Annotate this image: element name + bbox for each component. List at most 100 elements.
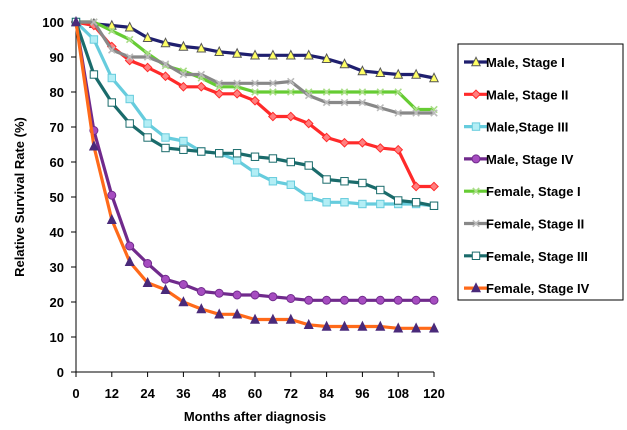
x-tick-label: 108 <box>387 386 409 401</box>
x-tick-label: 0 <box>72 386 79 401</box>
legend-label: Female, Stage III <box>486 249 588 264</box>
x-tick-label: 120 <box>423 386 445 401</box>
data-point <box>143 53 152 61</box>
y-tick-label: 90 <box>50 50 64 65</box>
data-point <box>196 287 206 296</box>
data-point <box>376 199 385 209</box>
data-point <box>249 49 261 60</box>
data-point <box>161 60 170 68</box>
legend-item: Female, Stage II <box>464 217 584 232</box>
x-tick-label: 72 <box>284 386 298 401</box>
data-point <box>357 65 368 76</box>
data-point <box>376 103 385 112</box>
data-point <box>269 88 277 96</box>
data-point <box>470 56 482 67</box>
data-point <box>106 213 117 224</box>
data-point <box>107 190 117 200</box>
data-point <box>429 181 439 192</box>
data-point <box>142 31 153 42</box>
data-point <box>125 241 135 251</box>
data-point <box>472 219 480 228</box>
data-point <box>429 201 439 210</box>
data-point <box>161 133 170 142</box>
legend-label: Female, Stage II <box>486 217 584 232</box>
legend-item: Male, Stage II <box>464 87 568 102</box>
data-point <box>394 88 402 96</box>
data-point <box>178 81 189 92</box>
x-tick-label: 84 <box>319 386 334 401</box>
series-line <box>71 17 439 210</box>
data-point <box>268 292 278 302</box>
data-point <box>285 313 296 324</box>
data-point <box>304 161 313 170</box>
x-axis-title: Months after diagnosis <box>184 409 326 424</box>
data-point <box>412 109 420 117</box>
data-point <box>142 276 153 287</box>
data-point <box>376 88 385 96</box>
data-point <box>376 185 385 195</box>
data-point <box>125 119 134 128</box>
legend-box <box>457 43 624 301</box>
data-point <box>471 122 481 131</box>
data-point <box>215 79 223 88</box>
legend-label: Male, Stage I <box>486 55 565 70</box>
data-point <box>142 62 153 73</box>
data-point <box>358 199 367 209</box>
data-point <box>196 81 207 92</box>
data-point <box>304 192 313 202</box>
data-point <box>322 98 331 107</box>
data-point <box>339 58 350 69</box>
data-point <box>125 35 134 44</box>
legend-label: Female, Stage I <box>486 184 581 199</box>
data-point <box>321 52 332 63</box>
y-tick-label: 20 <box>50 295 64 310</box>
data-point <box>267 49 278 60</box>
data-point <box>340 177 349 186</box>
data-point <box>179 145 188 154</box>
data-point <box>339 137 350 148</box>
data-point <box>215 149 224 158</box>
y-tick-label: 0 <box>57 365 64 380</box>
data-point <box>214 288 224 298</box>
data-point <box>197 70 206 79</box>
data-point <box>232 88 243 99</box>
data-point <box>251 79 259 88</box>
y-tick-label: 60 <box>50 155 64 170</box>
data-point <box>411 295 421 305</box>
data-point <box>411 68 422 79</box>
data-point <box>143 259 153 268</box>
data-point <box>196 42 207 53</box>
data-point <box>88 140 99 151</box>
data-point <box>178 40 189 51</box>
data-point <box>358 98 367 107</box>
data-point <box>472 187 480 195</box>
y-tick-label: 80 <box>50 85 64 100</box>
data-point <box>285 111 296 122</box>
x-axis-ticks: 0 12 24 36 48 60 72 84 96 108 120 <box>72 372 445 401</box>
data-point <box>267 111 278 122</box>
data-point <box>286 294 296 303</box>
data-point <box>321 132 332 143</box>
data-point <box>233 79 241 88</box>
data-point <box>197 147 206 156</box>
data-point <box>357 137 368 148</box>
data-point <box>124 255 135 266</box>
legend-item: Male, Stage IV <box>464 152 574 167</box>
data-point <box>287 88 295 96</box>
data-point <box>340 295 349 305</box>
data-point <box>411 181 422 192</box>
y-tick-label: 50 <box>50 190 64 205</box>
data-point <box>250 168 260 177</box>
data-point <box>375 320 386 331</box>
data-point <box>393 322 404 333</box>
data-point <box>375 143 386 153</box>
data-point <box>429 295 439 305</box>
data-point <box>428 72 440 83</box>
legend-item: Male,Stage III <box>464 120 568 135</box>
y-tick-label: 70 <box>50 120 64 135</box>
data-point <box>107 73 116 83</box>
data-point <box>304 91 313 100</box>
y-axis-title: Relative Survival Rate (%) <box>12 117 27 277</box>
